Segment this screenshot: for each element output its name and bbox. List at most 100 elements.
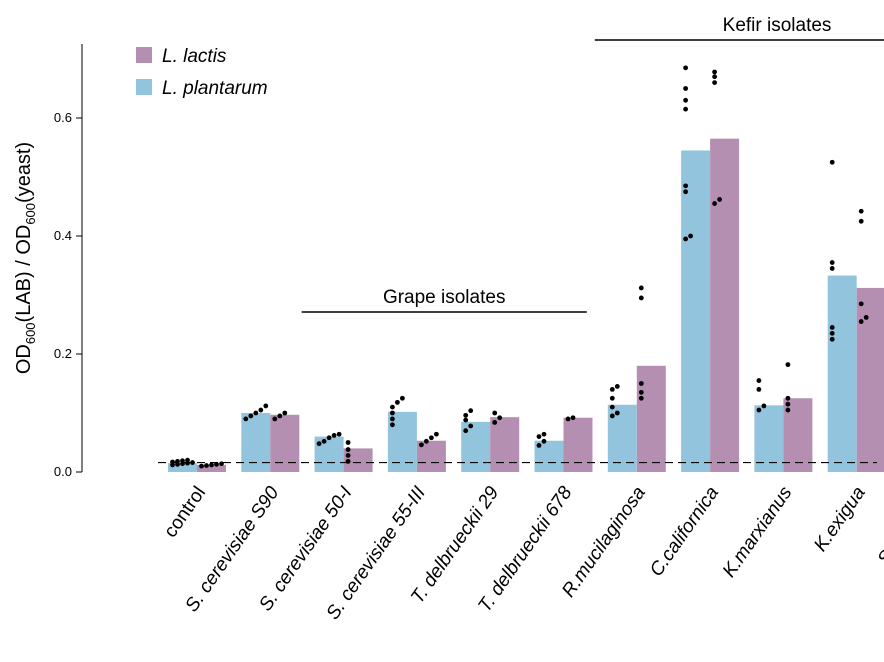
data-point (683, 189, 688, 195)
bar (681, 150, 711, 472)
data-point (638, 381, 644, 386)
data-point (277, 413, 283, 419)
group-label: Kefir isolates (723, 15, 832, 36)
data-point (248, 413, 254, 419)
data-point (463, 412, 469, 418)
y-tick-label: 0.0 (54, 464, 72, 479)
data-point (429, 435, 434, 441)
data-point (204, 463, 209, 468)
data-point (829, 266, 835, 271)
data-point (761, 403, 767, 409)
data-point (326, 435, 332, 441)
y-axis: 0.0 0.2 0.4 0.6 (54, 44, 83, 479)
bar (827, 275, 857, 472)
x-tick-label: K.exigua (810, 483, 870, 556)
group-annotations: Grape isolates Kefir isolates (301, 15, 884, 313)
data-point (785, 362, 791, 368)
data-point (492, 420, 498, 425)
data-point (321, 438, 327, 444)
data-point (829, 325, 835, 330)
bar (270, 414, 300, 472)
data-point (638, 389, 644, 395)
legend-label: L. plantarum (162, 78, 268, 99)
data-point (565, 416, 571, 422)
data-point (829, 159, 835, 165)
x-tick-label: control (160, 483, 210, 542)
data-point (336, 431, 342, 437)
data-point (609, 395, 615, 401)
data-point (331, 433, 337, 438)
data-point (829, 330, 835, 336)
data-point (282, 410, 288, 416)
group-label: Grape isolates (383, 287, 506, 308)
data-point (390, 422, 395, 428)
data-point (683, 65, 688, 71)
data-point (858, 301, 864, 307)
data-point (756, 387, 762, 392)
data-point (395, 399, 400, 405)
y-axis-label: OD600(LAB) / OD600(yeast) (13, 142, 38, 374)
legend-swatch (136, 47, 152, 63)
data-point (829, 336, 835, 342)
data-point (683, 236, 688, 242)
data-point (316, 441, 322, 447)
data-point (756, 407, 762, 413)
data-point (683, 97, 688, 103)
y-tick-label: 0.2 (54, 346, 72, 361)
bars-layer (168, 138, 884, 472)
x-tick-label: S.unispora (874, 483, 884, 569)
data-point (263, 403, 269, 409)
data-point (541, 438, 547, 444)
legend-swatch (136, 79, 152, 95)
data-point (258, 407, 264, 413)
data-point (468, 423, 474, 429)
data-point (614, 384, 620, 389)
data-point (614, 410, 620, 416)
data-point (345, 453, 351, 458)
data-point (390, 410, 395, 416)
data-point (683, 183, 688, 189)
bar (710, 138, 740, 472)
bar (168, 463, 197, 472)
data-point (400, 395, 405, 401)
data-point (638, 285, 644, 291)
bar (856, 287, 884, 472)
data-point (492, 410, 498, 416)
data-point (345, 440, 351, 445)
legend-label: L. lactis (162, 46, 227, 67)
data-point (541, 431, 547, 437)
data-point (434, 431, 439, 437)
data-point (712, 201, 717, 206)
data-point (609, 387, 615, 392)
legend: L. lactis L. plantarum (136, 46, 268, 99)
data-point (199, 463, 204, 469)
data-point (272, 416, 278, 422)
data-point (253, 410, 259, 416)
data-point (463, 417, 469, 423)
data-point (497, 415, 503, 421)
data-point (683, 86, 688, 91)
data-point (536, 443, 542, 448)
data-point (390, 404, 395, 410)
data-point (424, 438, 429, 444)
data-point (756, 378, 762, 383)
data-point (536, 434, 542, 439)
data-point (712, 74, 717, 80)
data-point (463, 428, 469, 434)
data-point (638, 395, 644, 401)
x-tick-label: C.californica (646, 483, 723, 581)
bar (343, 448, 373, 472)
data-point (185, 457, 190, 463)
data-point (570, 415, 576, 421)
data-point (243, 416, 249, 422)
data-point (717, 197, 722, 202)
data-point (209, 462, 214, 468)
bar (490, 417, 520, 472)
points-layer (170, 65, 869, 469)
data-point (785, 401, 791, 407)
data-point (419, 442, 424, 448)
bar (197, 464, 226, 472)
bar (754, 405, 784, 472)
